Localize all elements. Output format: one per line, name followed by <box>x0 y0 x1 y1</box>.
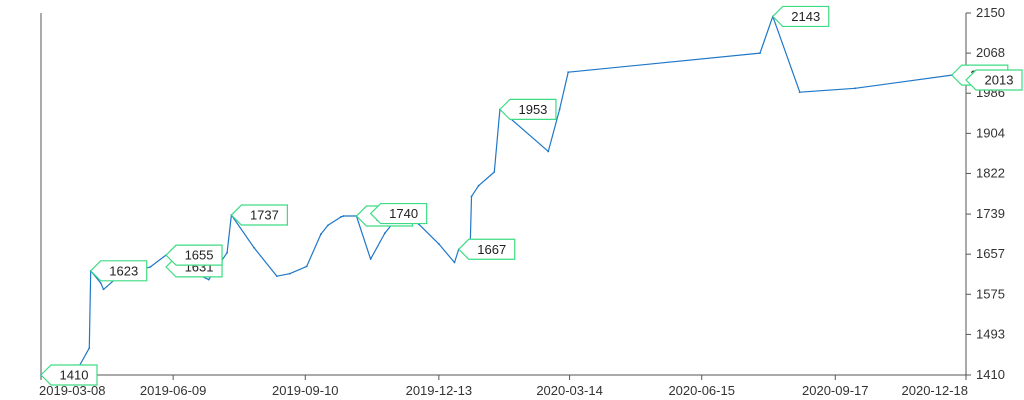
y-tick-label: 1493 <box>976 326 1005 341</box>
series-layer <box>40 15 967 376</box>
data-point <box>470 195 473 198</box>
callout-box <box>499 98 557 120</box>
series-line <box>40 15 967 376</box>
data-point <box>102 288 105 291</box>
callout-label: 1623 <box>109 263 138 278</box>
x-tick-label: 2019-09-10 <box>272 383 339 398</box>
callout-box <box>89 260 148 282</box>
callout-box <box>230 204 288 226</box>
callout-label: 1655 <box>185 248 214 263</box>
x-tick-label: 2020-06-15 <box>668 383 735 398</box>
value-callout: 1667 <box>457 238 516 260</box>
callout-box <box>165 244 223 266</box>
callout-box <box>369 202 428 225</box>
x-tick-label: 2019-12-13 <box>406 383 473 398</box>
value-callout: 2013 <box>965 69 1023 91</box>
x-tick-label: 2020-09-17 <box>802 383 869 398</box>
value-callout: 1410 <box>40 364 98 386</box>
data-point <box>567 71 570 74</box>
data-point <box>547 150 550 153</box>
y-tick-label: 2150 <box>976 5 1005 20</box>
callout-box <box>965 69 1023 91</box>
x-tick-label: 2019-06-09 <box>140 383 207 398</box>
data-point <box>759 52 761 55</box>
data-point <box>437 242 440 245</box>
y-tick-label: 1822 <box>976 165 1005 180</box>
data-point <box>342 215 345 217</box>
data-point <box>88 347 91 349</box>
data-point <box>320 233 322 236</box>
data-point <box>207 278 210 281</box>
data-point <box>369 258 372 260</box>
x-tick-label: 2020-12-18 <box>902 383 969 398</box>
x-tick-label: 2019-03-08 <box>39 383 106 398</box>
callout-label: 1737 <box>250 208 279 223</box>
y-tick-label: 2068 <box>976 45 1005 60</box>
x-tick-label: 2020-03-14 <box>536 383 603 398</box>
data-point <box>305 265 308 268</box>
data-point <box>275 275 278 278</box>
data-point <box>453 261 456 264</box>
data-point <box>339 216 342 218</box>
y-tick-label: 1575 <box>976 286 1005 301</box>
data-point <box>383 232 386 235</box>
callout-box <box>771 5 830 28</box>
y-tick-label: 1904 <box>976 125 1005 140</box>
callout-label: 1953 <box>518 102 547 117</box>
data-point <box>327 224 329 227</box>
data-point <box>288 272 291 275</box>
y-tick-label: 1739 <box>976 206 1005 221</box>
callout-label: 2143 <box>791 9 820 24</box>
data-point <box>253 246 256 249</box>
y-tick-label: 1410 <box>976 367 1005 382</box>
data-point <box>854 87 857 90</box>
callout-box <box>457 238 516 260</box>
value-callout: 2143 <box>771 5 830 28</box>
value-callout: 1655 <box>165 244 223 266</box>
callout-box <box>40 364 98 386</box>
data-point <box>99 282 102 284</box>
data-point <box>493 171 496 173</box>
data-point <box>798 91 801 94</box>
value-callout: 1623 <box>89 260 148 282</box>
data-point <box>558 108 561 111</box>
data-point <box>226 251 229 254</box>
callout-label: 1740 <box>389 206 418 221</box>
callout-layer: 1410162316311655173717351740166719532143… <box>40 5 1023 386</box>
data-point <box>477 184 480 187</box>
data-point <box>149 265 152 268</box>
callout-label: 2013 <box>985 73 1014 88</box>
value-callout: 1737 <box>230 204 288 226</box>
chart-axes: 2019-03-08 2019-06-09 2019-09-10 2019-12-13… <box>39 5 1005 398</box>
y-tick-label: 1657 <box>976 246 1005 261</box>
callout-label: 1667 <box>477 242 506 257</box>
callout-label: 1410 <box>60 368 89 383</box>
value-callout: 1953 <box>499 98 557 120</box>
value-callout: 1740 <box>369 202 428 225</box>
